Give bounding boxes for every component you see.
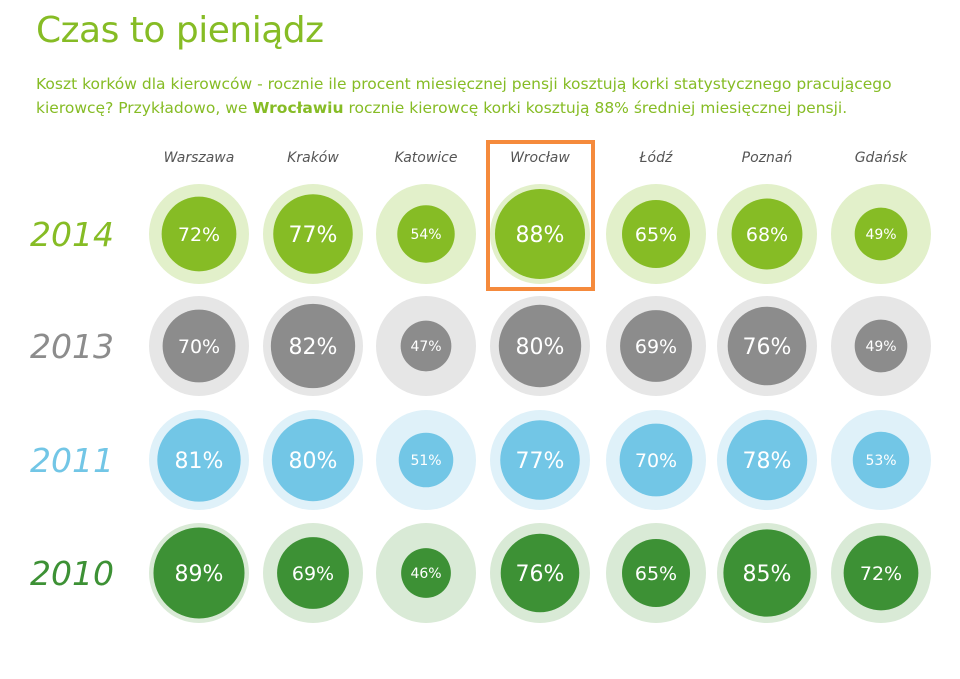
bubble-value-label: 54% xyxy=(410,227,441,243)
bubble-2011-gdansk xyxy=(852,431,910,489)
bubble-2014-krakow xyxy=(273,194,353,274)
column-label-wroclaw: Wrocław xyxy=(510,150,570,166)
bubble-value-label: 49% xyxy=(865,339,896,355)
column-label-lodz: Łódź xyxy=(639,150,673,166)
bubble-value-label: 77% xyxy=(516,449,565,474)
bubble-2013-krakow xyxy=(270,303,356,389)
bubble-value-label: 53% xyxy=(865,453,896,469)
bubble-value-label: 69% xyxy=(292,563,334,585)
bubble-2013-poznan xyxy=(727,306,807,386)
bubble-2010-lodz xyxy=(622,539,690,607)
bubble-2014-katowice xyxy=(397,205,455,263)
column-label-poznan: Poznań xyxy=(742,150,793,166)
bubble-2010-krakow xyxy=(277,537,349,609)
subtitle-highlight-city: Wrocławiu xyxy=(252,99,344,117)
bubble-value-label: 72% xyxy=(860,563,902,585)
bubble-2010-warszawa xyxy=(153,527,245,619)
bubble-value-label: 80% xyxy=(289,449,338,474)
bubble-2011-katowice xyxy=(398,432,454,488)
bubble-2010-poznan xyxy=(723,529,811,617)
row-label-2014: 2014 xyxy=(30,215,114,254)
bubble-2013-gdansk xyxy=(854,319,908,373)
bubble-value-label: 65% xyxy=(635,563,677,585)
bubble-2010-wroclaw xyxy=(500,533,580,613)
bubble-value-label: 80% xyxy=(516,335,565,360)
bubble-value-label: 78% xyxy=(743,449,792,474)
row-label-2011: 2011 xyxy=(30,441,114,480)
bubble-2014-lodz xyxy=(622,200,690,268)
row-label-2013: 2013 xyxy=(30,327,114,366)
bubble-value-label: 88% xyxy=(516,223,565,248)
page-title: Czas to pieniądz xyxy=(36,10,324,51)
bubble-value-label: 65% xyxy=(635,224,677,246)
bubble-2014-poznan xyxy=(731,198,803,270)
column-label-katowice: Katowice xyxy=(395,150,458,166)
bubble-2010-katowice xyxy=(401,548,451,598)
bubble-value-label: 70% xyxy=(178,336,220,358)
bubble-2011-warszawa xyxy=(157,418,241,502)
subtitle-text-1: Koszt korków dla kierowców - rocznie ile… xyxy=(36,75,892,117)
bubble-value-label: 47% xyxy=(410,339,441,355)
subtitle-text-2: rocznie kierowcę korki kosztują 88% śred… xyxy=(343,99,848,117)
bubble-2013-lodz xyxy=(620,310,692,382)
bubble-2011-krakow xyxy=(271,418,355,502)
bubble-2014-wroclaw xyxy=(494,188,586,280)
bubble-value-label: 72% xyxy=(178,224,220,246)
bubble-2014-warszawa xyxy=(161,196,237,272)
bubble-2014-gdansk xyxy=(854,207,908,261)
column-label-warszawa: Warszawa xyxy=(164,150,235,166)
bubble-value-label: 76% xyxy=(516,562,565,587)
bubble-value-label: 81% xyxy=(175,449,224,474)
bubble-2013-warszawa xyxy=(162,309,236,383)
bubble-value-label: 49% xyxy=(865,227,896,243)
bubble-value-label: 70% xyxy=(635,450,677,472)
column-label-krakow: Kraków xyxy=(287,150,339,166)
bubble-value-label: 46% xyxy=(410,566,441,582)
bubble-2013-katowice xyxy=(400,320,452,372)
highlight-box xyxy=(486,140,595,291)
bubble-2011-poznan xyxy=(726,419,808,501)
bubble-value-label: 69% xyxy=(635,336,677,358)
bubble-2013-wroclaw xyxy=(498,304,582,388)
bubble-value-label: 68% xyxy=(746,224,788,246)
bubble-value-label: 76% xyxy=(743,335,792,360)
bubble-2010-gdansk xyxy=(843,535,919,611)
row-label-2010: 2010 xyxy=(30,554,114,593)
bubble-value-label: 82% xyxy=(289,335,338,360)
bubble-2011-lodz xyxy=(619,423,693,497)
bubble-value-label: 51% xyxy=(410,453,441,469)
column-label-gdansk: Gdańsk xyxy=(855,150,908,166)
chart-subtitle: Koszt korków dla kierowców - rocznie ile… xyxy=(36,72,926,120)
bubble-2011-wroclaw xyxy=(500,420,580,500)
bubble-value-label: 89% xyxy=(175,562,224,587)
bubble-value-label: 85% xyxy=(743,562,792,587)
bubble-value-label: 77% xyxy=(289,223,338,248)
